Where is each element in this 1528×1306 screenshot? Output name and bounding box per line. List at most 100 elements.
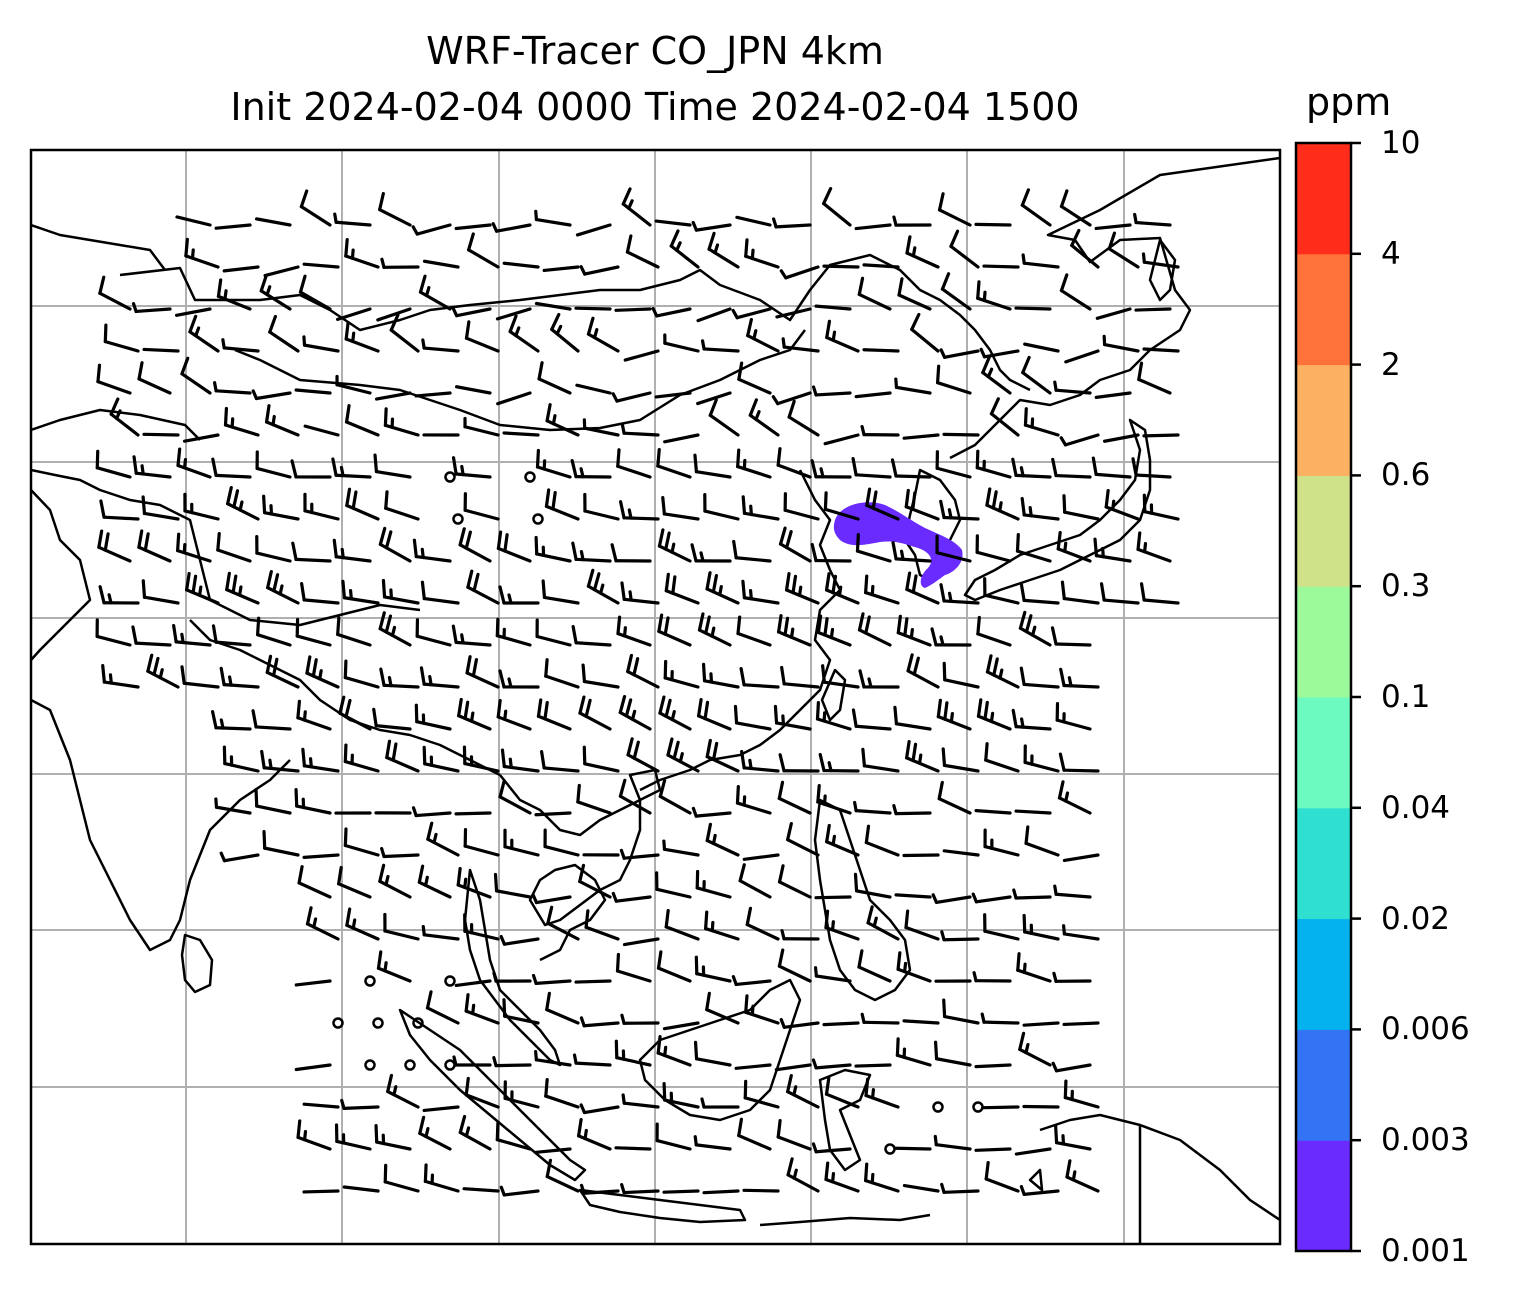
wind-barb bbox=[503, 828, 540, 857]
wind-barb bbox=[902, 1183, 940, 1193]
wind-barb bbox=[656, 950, 692, 983]
wind-barb bbox=[696, 391, 732, 406]
wind-barb bbox=[575, 223, 612, 237]
wind-barb bbox=[294, 788, 332, 815]
wind-barb bbox=[499, 934, 540, 946]
wind-barb bbox=[378, 863, 412, 899]
wind-barb bbox=[971, 892, 1012, 904]
calm-marker bbox=[364, 975, 376, 987]
coastline-japan bbox=[963, 418, 1152, 602]
coastline-sakhalin bbox=[1148, 238, 1177, 302]
wind-barb bbox=[223, 406, 260, 437]
wind-barb bbox=[508, 314, 540, 353]
wind-barb bbox=[742, 853, 780, 861]
wind-barb bbox=[418, 1115, 452, 1151]
wind-barb bbox=[132, 455, 172, 479]
wind-barb bbox=[703, 492, 740, 521]
wind-barb bbox=[458, 527, 492, 563]
wind-barb bbox=[1059, 433, 1100, 447]
wind-barb bbox=[822, 264, 860, 269]
wind-barb bbox=[1133, 212, 1172, 227]
wind-barb bbox=[97, 529, 132, 563]
wind-barb bbox=[697, 612, 732, 647]
wind-barb bbox=[176, 532, 212, 563]
wind-barb bbox=[541, 579, 580, 605]
wind-barb bbox=[985, 654, 1020, 689]
wind-barb bbox=[98, 275, 132, 311]
wind-barb bbox=[454, 979, 492, 988]
colorbar-tick-label: 2 bbox=[1381, 346, 1401, 383]
wind-barb bbox=[666, 737, 700, 773]
wind-barb bbox=[462, 745, 500, 773]
wind-barb bbox=[705, 822, 740, 857]
wind-barb bbox=[824, 1161, 860, 1193]
wind-barb bbox=[851, 457, 892, 479]
wind-barb bbox=[811, 1058, 852, 1070]
calm-marker bbox=[404, 1059, 416, 1071]
wind-barb bbox=[251, 389, 292, 401]
wind-barb bbox=[611, 391, 652, 403]
wind-barb bbox=[534, 1147, 572, 1154]
wind-barb bbox=[256, 616, 292, 647]
wind-barb bbox=[731, 975, 772, 987]
wind-barb bbox=[534, 301, 572, 311]
wind-barb bbox=[545, 991, 580, 1025]
wind-barb bbox=[1023, 342, 1060, 353]
wind-barb bbox=[1091, 456, 1132, 479]
wind-barb bbox=[255, 450, 292, 479]
wind-barb bbox=[579, 1016, 620, 1028]
wind-barb bbox=[702, 1189, 740, 1195]
wind-barb bbox=[853, 872, 892, 899]
wind-barb bbox=[491, 222, 532, 233]
wind-barb bbox=[264, 404, 300, 437]
wind-barb bbox=[338, 695, 372, 731]
wind-barb bbox=[389, 313, 420, 353]
wind-barb bbox=[414, 391, 452, 398]
wind-barb bbox=[824, 572, 860, 605]
wind-barb bbox=[693, 1135, 732, 1151]
wind-barb bbox=[581, 663, 620, 689]
wind-barb bbox=[344, 238, 380, 269]
wind-barb bbox=[700, 339, 740, 353]
wind-barb bbox=[1051, 1061, 1092, 1073]
wind-barb bbox=[305, 655, 340, 689]
wind-barb bbox=[741, 579, 780, 605]
wind-barb bbox=[940, 272, 972, 311]
wind-barb bbox=[495, 1121, 532, 1151]
wind-barb bbox=[109, 397, 140, 437]
wind-barb bbox=[586, 568, 620, 605]
wind-barb bbox=[290, 459, 332, 479]
wind-barb bbox=[940, 930, 980, 942]
wind-barb bbox=[454, 385, 492, 395]
wind-barb bbox=[696, 307, 732, 323]
wind-barb bbox=[1019, 1184, 1060, 1196]
wind-barb bbox=[98, 585, 140, 605]
wind-barb bbox=[183, 492, 220, 521]
wind-barb bbox=[543, 828, 580, 857]
wind-barb bbox=[620, 1013, 660, 1025]
colorbar-swatch bbox=[1296, 364, 1351, 476]
wind-barb bbox=[465, 655, 500, 689]
wind-barb bbox=[1055, 702, 1092, 731]
wind-barb bbox=[1104, 488, 1140, 521]
wind-barb bbox=[464, 1076, 500, 1109]
wind-barb bbox=[662, 839, 700, 857]
wind-barb bbox=[383, 1163, 420, 1193]
wind-barb bbox=[259, 273, 292, 311]
wind-barb bbox=[772, 217, 812, 229]
wind-barb bbox=[976, 280, 1012, 311]
wind-barb bbox=[1102, 334, 1140, 353]
wind-barb bbox=[975, 449, 1012, 479]
wind-barb bbox=[302, 335, 340, 353]
wind-barb bbox=[989, 397, 1020, 437]
wind-barb bbox=[864, 574, 900, 605]
wind-barb bbox=[735, 785, 772, 815]
wind-barb bbox=[974, 809, 1012, 815]
colorbar bbox=[1294, 141, 1361, 1253]
calm-marker bbox=[332, 1017, 344, 1029]
wind-barb bbox=[544, 488, 580, 521]
wind-barb bbox=[930, 627, 972, 647]
wind-barb bbox=[618, 778, 652, 815]
wind-barb bbox=[862, 263, 900, 269]
wind-barb bbox=[857, 949, 892, 983]
